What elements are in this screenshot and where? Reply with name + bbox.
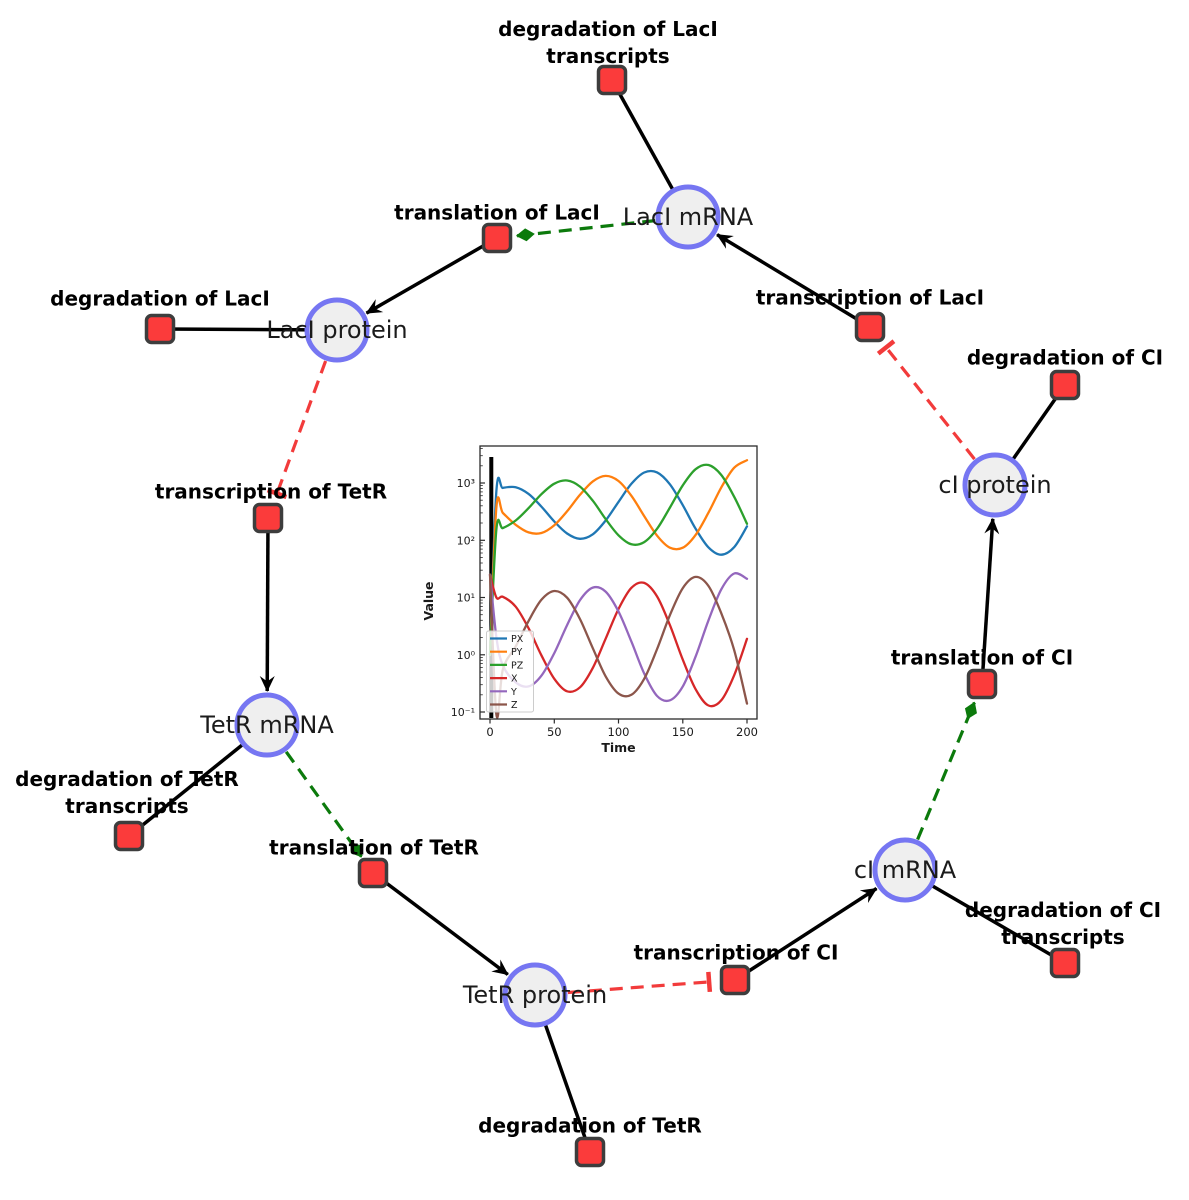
- edge-laci-mrna-to-translation-laci-modifier: [515, 219, 656, 242]
- legend-label-Y: Y: [510, 687, 517, 698]
- y-tick-label: 10²: [457, 534, 475, 547]
- plot-area: [488, 457, 749, 719]
- species-node-tetr-mrna: [234, 692, 300, 758]
- x-tick-label: 200: [736, 725, 758, 739]
- y-tick-label: 10³: [457, 477, 475, 490]
- x-axis-label: Time: [601, 740, 635, 755]
- y-tick-label: 10⁰: [457, 649, 476, 662]
- species-node-laci-mrna: [655, 184, 721, 250]
- species-node-ci-mrna: [872, 837, 938, 903]
- series-line-PZ: [488, 463, 749, 656]
- y-tick-label: 10¹: [457, 592, 475, 605]
- edges-layer: [127, 79, 1067, 1153]
- reaction-node-deg-tetr: [574, 1136, 606, 1168]
- y-tick-label: 10⁻¹: [451, 706, 475, 719]
- reaction-node-transcription-tetr: [252, 502, 284, 534]
- edge-ci-protein-to-transcription-laci-inhibition: [876, 339, 976, 461]
- nodes-layer: [113, 64, 1081, 1168]
- reaction-node-deg-laci: [144, 313, 176, 345]
- reaction-node-transcription-laci: [854, 311, 886, 343]
- legend-label-PY: PY: [511, 647, 523, 658]
- edge-transcription-tetr-to-tetr-mrna-production: [259, 517, 275, 692]
- edge-translation-ci-to-ci-protein-production: [980, 517, 1000, 685]
- chart-legend: PX PY PZ XYZ: [486, 630, 534, 713]
- legend-label-PZ: PZ: [511, 660, 524, 671]
- reaction-node-translation-tetr: [357, 857, 389, 889]
- reaction-node-deg-ci: [1049, 369, 1081, 401]
- edge-ci-mrna-to-translation-ci-modifier: [916, 701, 977, 841]
- reaction-node-translation-laci: [481, 222, 513, 254]
- species-node-tetr-protein: [502, 962, 568, 1028]
- x-tick-label: 0: [486, 725, 493, 739]
- series-line-PY: [488, 459, 749, 656]
- edge-tetr-protein-to-transcription-ci-inhibition: [567, 971, 713, 995]
- x-axis: 0 50 100 150 200 Time: [486, 719, 758, 755]
- legend-label-Z: Z: [511, 700, 518, 711]
- edge-tetr-mrna-to-translation-tetr-modifier: [284, 750, 363, 858]
- legend-box: [486, 630, 534, 713]
- timeseries-inset-chart: 0 50 100 150 200Time10⁻¹10⁰10¹10²10³ValuePXP…: [415, 425, 775, 770]
- edge-transcription-laci-to-laci-mrna-production: [716, 233, 871, 329]
- species-node-laci-protein: [304, 297, 370, 363]
- x-tick-label: 50: [547, 725, 562, 739]
- y-axis: 10⁻¹ 10⁰ 10¹ 10² 10³ Value: [421, 448, 485, 719]
- y-axis-label: Value: [421, 581, 436, 620]
- edge-translation-laci-to-laci-protein-production: [365, 236, 498, 315]
- legend-label-PX: PX: [511, 634, 524, 645]
- reaction-node-deg-tetr-transcripts: [113, 820, 145, 852]
- edge-transcription-ci-to-ci-mrna-production: [734, 887, 878, 982]
- edge-translation-tetr-to-tetr-protein-production: [371, 871, 509, 976]
- species-node-ci-protein: [962, 452, 1028, 518]
- reaction-node-transcription-ci: [719, 964, 751, 996]
- legend-label-X: X: [511, 674, 518, 685]
- reaction-node-deg-ci-transcripts: [1049, 947, 1081, 979]
- x-tick-label: 150: [672, 725, 694, 739]
- series-line-X: [488, 573, 749, 708]
- edge-laci-protein-to-transcription-tetr-inhibition: [266, 360, 328, 500]
- x-tick-label: 100: [608, 725, 630, 739]
- series-line-PX: [488, 469, 749, 656]
- reaction-node-translation-ci: [966, 668, 998, 700]
- reaction-node-deg-laci-transcripts: [596, 64, 628, 96]
